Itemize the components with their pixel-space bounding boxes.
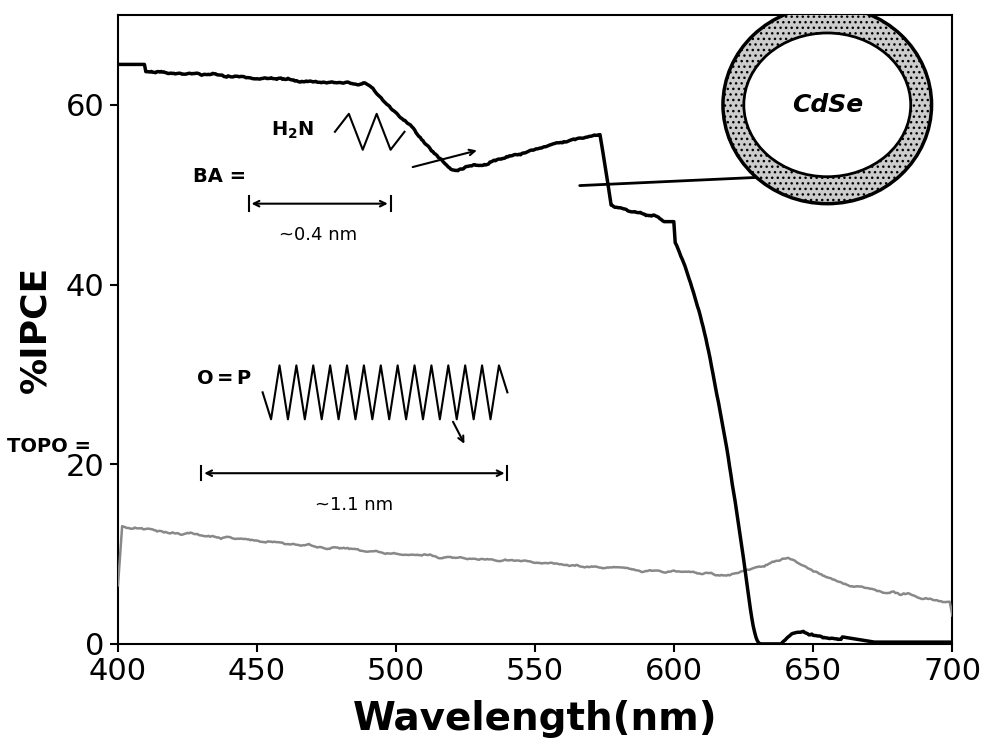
Text: BA =: BA = [193, 167, 246, 186]
Ellipse shape [743, 33, 910, 177]
Ellipse shape [722, 6, 931, 203]
Text: $\mathbf{H_2N}$: $\mathbf{H_2N}$ [271, 120, 314, 141]
Y-axis label: %IPCE: %IPCE [18, 266, 52, 393]
Text: ~0.4 nm: ~0.4 nm [279, 226, 358, 244]
Text: TOPO =: TOPO = [7, 437, 91, 456]
Text: $\mathbf{O=P}$: $\mathbf{O=P}$ [196, 369, 252, 388]
Text: CdSe: CdSe [791, 93, 863, 117]
X-axis label: Wavelength(nm): Wavelength(nm) [353, 700, 717, 738]
Text: ~1.1 nm: ~1.1 nm [315, 495, 393, 514]
